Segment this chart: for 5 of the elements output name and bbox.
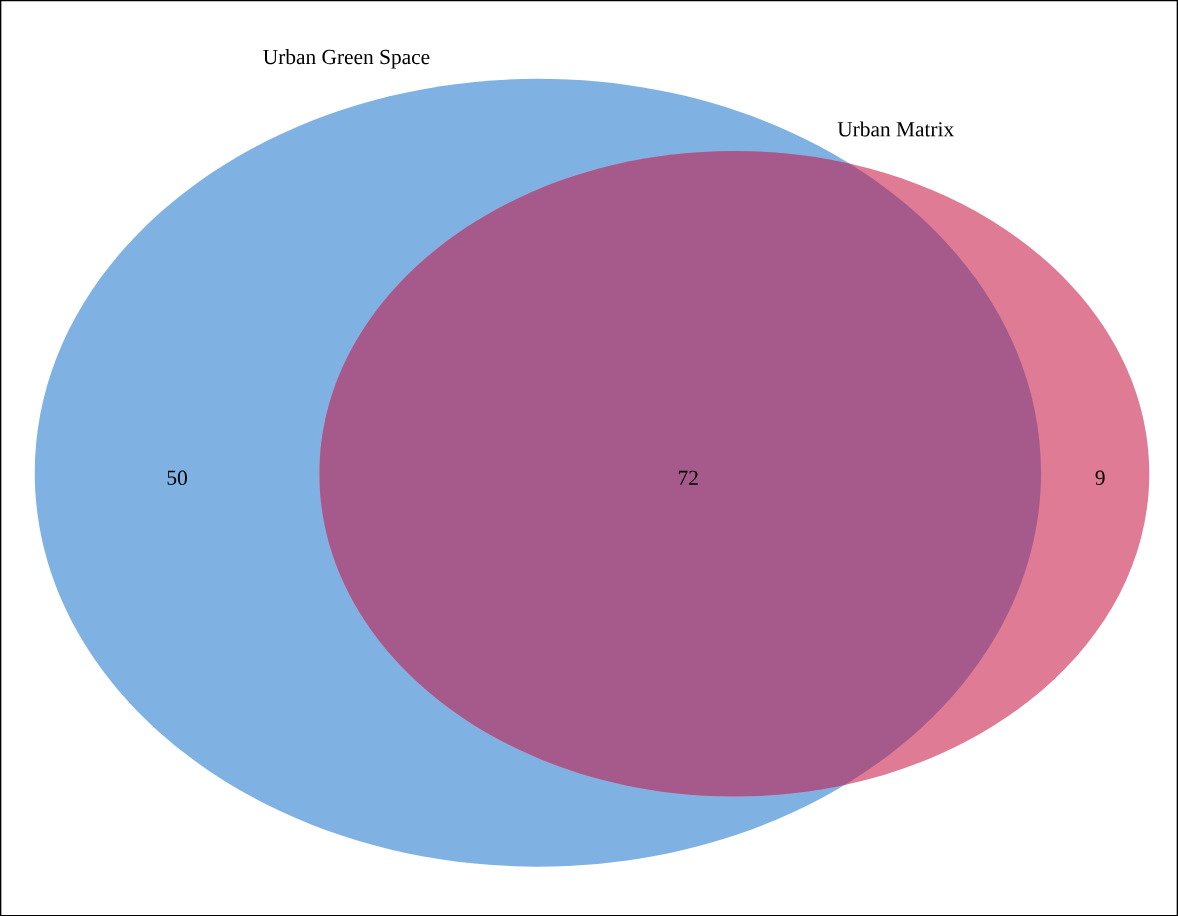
data-label: 50	[167, 470, 187, 485]
data-label: 9	[1095, 470, 1105, 485]
text: Urban Green Space	[263, 48, 430, 69]
data-label: 72	[678, 470, 698, 485]
text: Urban Matrix	[837, 121, 954, 137]
